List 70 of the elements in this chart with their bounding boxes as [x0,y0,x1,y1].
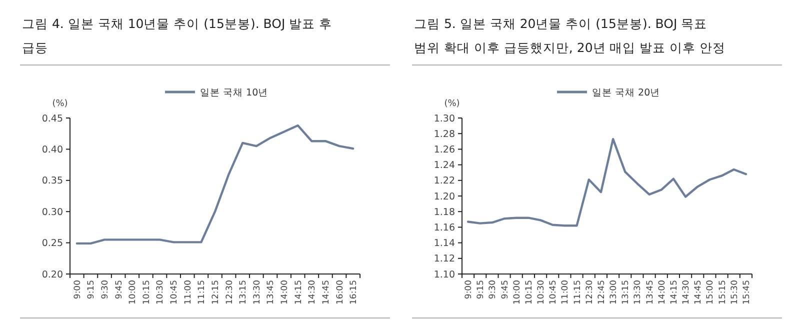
x-tick-label: 16:15 [349,280,360,304]
x-tick-label: 11:15 [197,280,208,304]
x-tick-label: 16:00 [335,280,346,304]
y-tick-label: 1.18 [434,206,455,218]
x-tick-label: 12:45 [596,280,607,304]
x-tick-label: 9:00 [464,280,474,300]
y-tick-label: 0.25 [42,238,63,250]
x-tick-label: 14:45 [694,280,704,304]
x-tick-label: 10:30 [156,280,166,304]
y-tick-label: 1.20 [434,191,455,202]
y-tick-label: 1.30 [434,113,455,124]
x-tick-label: 9:45 [114,280,124,300]
y-tick-label: 0.30 [42,206,63,218]
chart-title: 그림 4. 일본 국채 10년물 추이 (15분봉). BOJ 발표 후 급등 [22,16,332,55]
x-tick-label: 14:00 [657,280,668,304]
x-tick-label: 14:30 [682,280,692,304]
y-tick-label: 1.16 [434,222,455,234]
x-tick-label: 10:30 [536,280,547,304]
y-tick-label: 1.28 [434,128,455,140]
y-axis-title: (%) [444,99,460,109]
x-tick-label: 13:00 [609,280,620,304]
y-tick-label: 0.40 [42,144,63,156]
x-tick-label: 15:15 [718,280,728,304]
x-tick-label: 10:15 [524,280,534,304]
x-tick-label: 15:45 [742,280,752,304]
x-tick-label: 12:30 [584,280,595,304]
x-tick-label: 14:15 [669,280,680,304]
y-tick-label: 0.20 [42,269,63,280]
line-series [466,138,748,227]
x-tick-label: 13:15 [621,280,632,304]
x-tick-label: 9:45 [500,280,510,300]
x-tick-label: 14:15 [294,280,304,304]
x-tick-label: 9:30 [100,280,110,300]
x-tick-label: 14:00 [280,280,290,304]
x-tick-label: 10:45 [548,280,559,304]
x-tick-label: 14:45 [321,280,332,304]
x-tick-label: 12:15 [210,280,221,304]
y-tick-label: 1.12 [434,254,455,265]
x-tick-label: 11:15 [572,280,583,304]
x-tick-label: 11:00 [183,280,194,304]
x-tick-label: 9:15 [86,280,97,300]
x-tick-label: 13:30 [252,280,262,304]
x-tick-label: 10:00 [128,280,138,304]
y-tick-label: 0.45 [42,113,63,124]
y-tick-label: 0.35 [42,176,63,187]
x-tick-label: 9:30 [488,280,498,300]
y-tick-label: 1.14 [434,238,455,250]
x-tick-label: 13:45 [645,280,656,304]
x-tick-label: 12:30 [224,280,235,304]
x-tick-label: 13:30 [633,280,644,304]
x-tick-label: 10:00 [512,280,522,304]
line-series [76,124,354,245]
legend-label: 일본 국채 10년 [200,87,268,98]
y-tick-label: 1.26 [434,144,455,156]
x-tick-label: 14:30 [308,280,318,304]
y-tick-label: 1.22 [434,176,455,187]
x-tick-label: 9:15 [476,280,486,300]
x-tick-label: 15:00 [706,280,716,304]
x-tick-label: 9:00 [72,280,83,300]
y-tick-label: 1.10 [434,269,455,280]
x-tick-label: 15:30 [730,280,740,304]
x-tick-label: 13:15 [238,280,249,304]
legend-label: 일본 국채 20년 [592,87,660,98]
y-axis-title: (%) [52,99,68,109]
chart-title: 그림 5. 일본 국채 20년물 추이 (15분봉). BOJ 목표 범위 확대 이후 급등했지만, 20년 매입 발표 이후 안정 [414,16,726,55]
x-tick-label: 11:00 [560,280,571,304]
x-tick-label: 10:15 [142,280,152,304]
x-tick-label: 10:45 [170,280,180,304]
y-tick-label: 1.24 [434,160,455,172]
x-tick-label: 13:45 [266,280,276,304]
